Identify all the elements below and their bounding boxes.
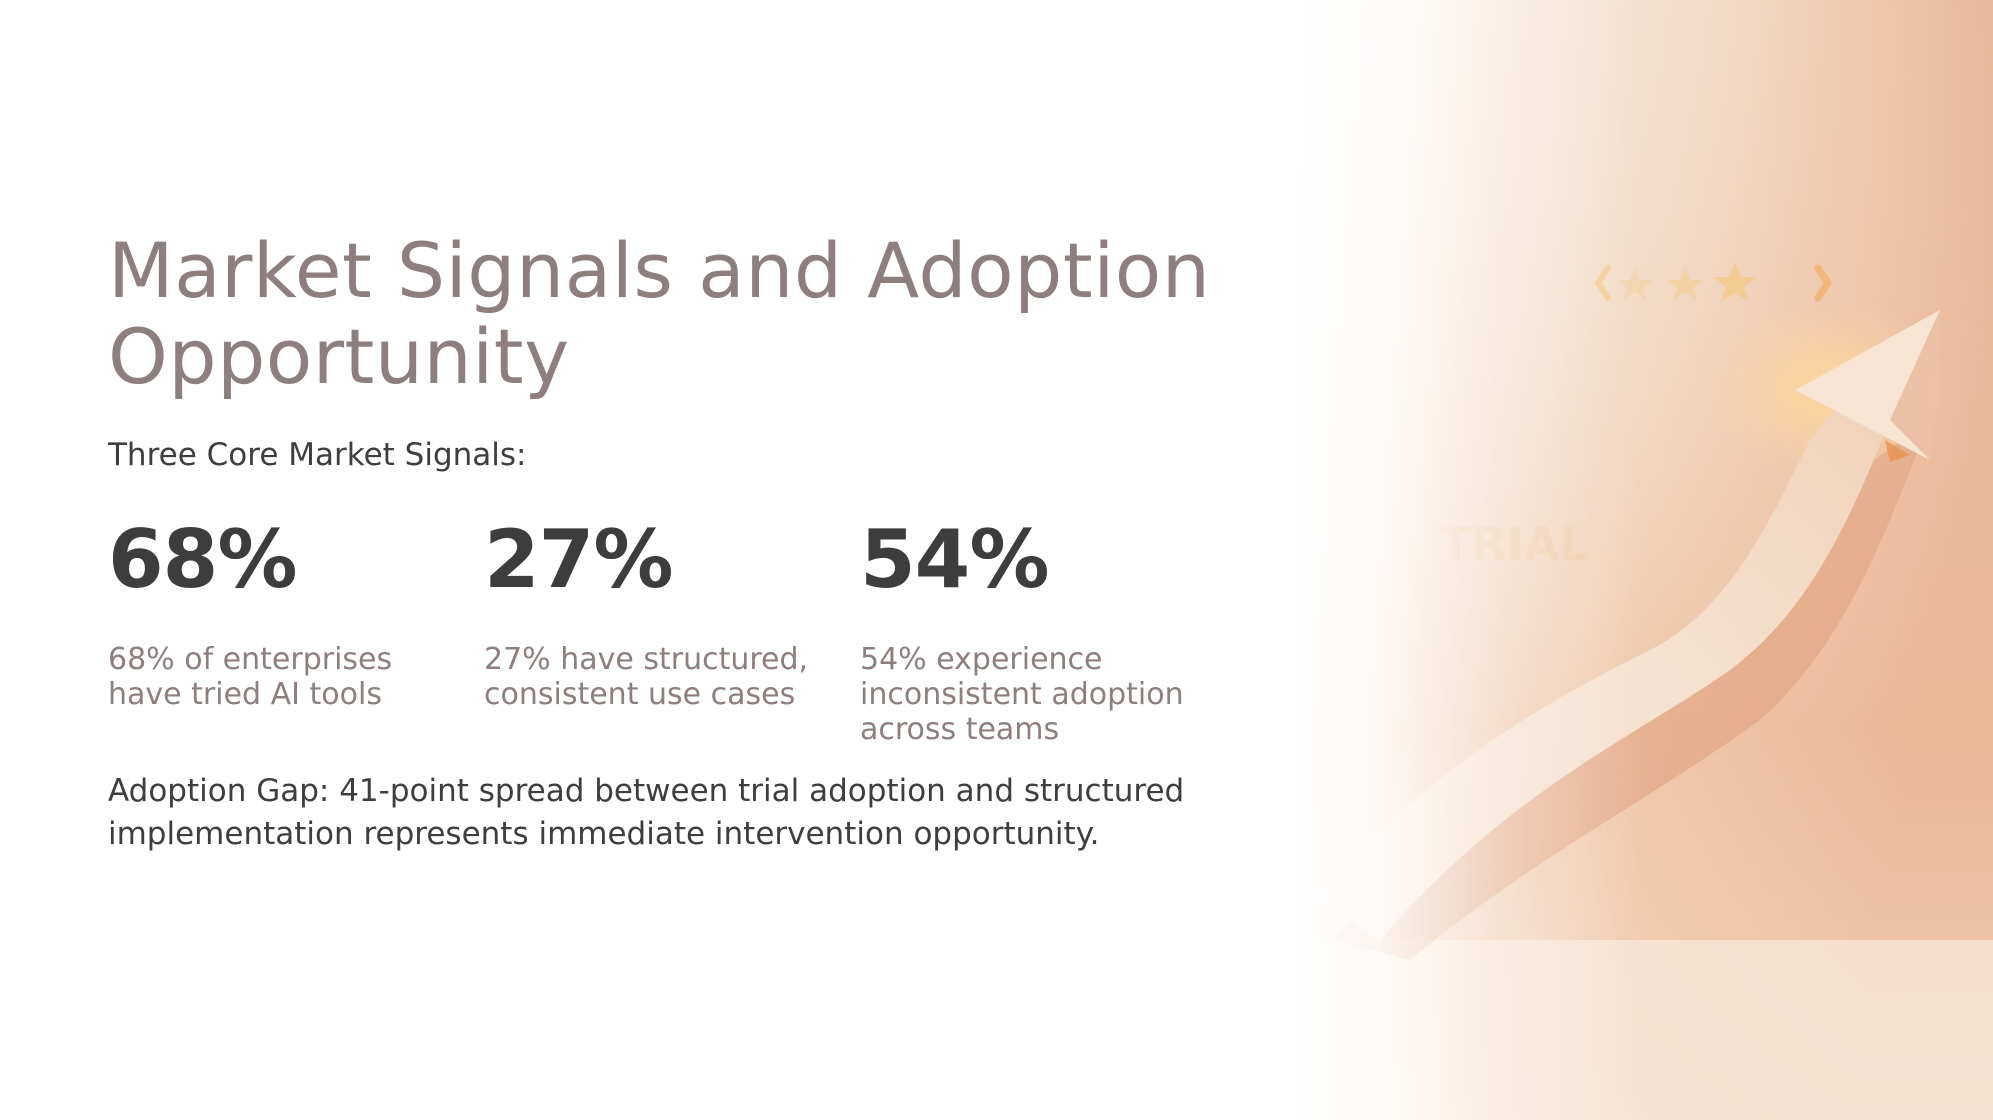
arrow-graphic: TRIAL xyxy=(1290,0,1993,1120)
stat-description: 68% of enterprises have tried AI tools xyxy=(108,642,393,712)
stat-value: 27% xyxy=(484,513,673,606)
stat-description: 54% experience inconsistent adoption acr… xyxy=(860,642,1184,747)
page-title: Market Signals and Adoption Opportunity xyxy=(108,226,1211,401)
stat-value: 54% xyxy=(860,513,1049,606)
stat-card: 68% 68% of enterprises have tried AI too… xyxy=(108,513,448,713)
stat-description: 27% have structured, consistent use case… xyxy=(484,642,809,712)
rising-arrow-illustration: TRIAL xyxy=(1290,0,1993,1120)
section-subtitle: Three Core Market Signals: xyxy=(108,437,527,473)
watermark-text: TRIAL xyxy=(1440,517,1589,571)
stat-value: 68% xyxy=(108,513,297,606)
stat-card: 54% 54% experience inconsistent adoption… xyxy=(860,513,1200,748)
stat-card: 27% 27% have structured, consistent use … xyxy=(484,513,824,713)
adoption-gap-statement: Adoption Gap: 41-point spread between tr… xyxy=(108,773,1185,852)
stats-row: 68% 68% of enterprises have tried AI too… xyxy=(108,513,1258,748)
